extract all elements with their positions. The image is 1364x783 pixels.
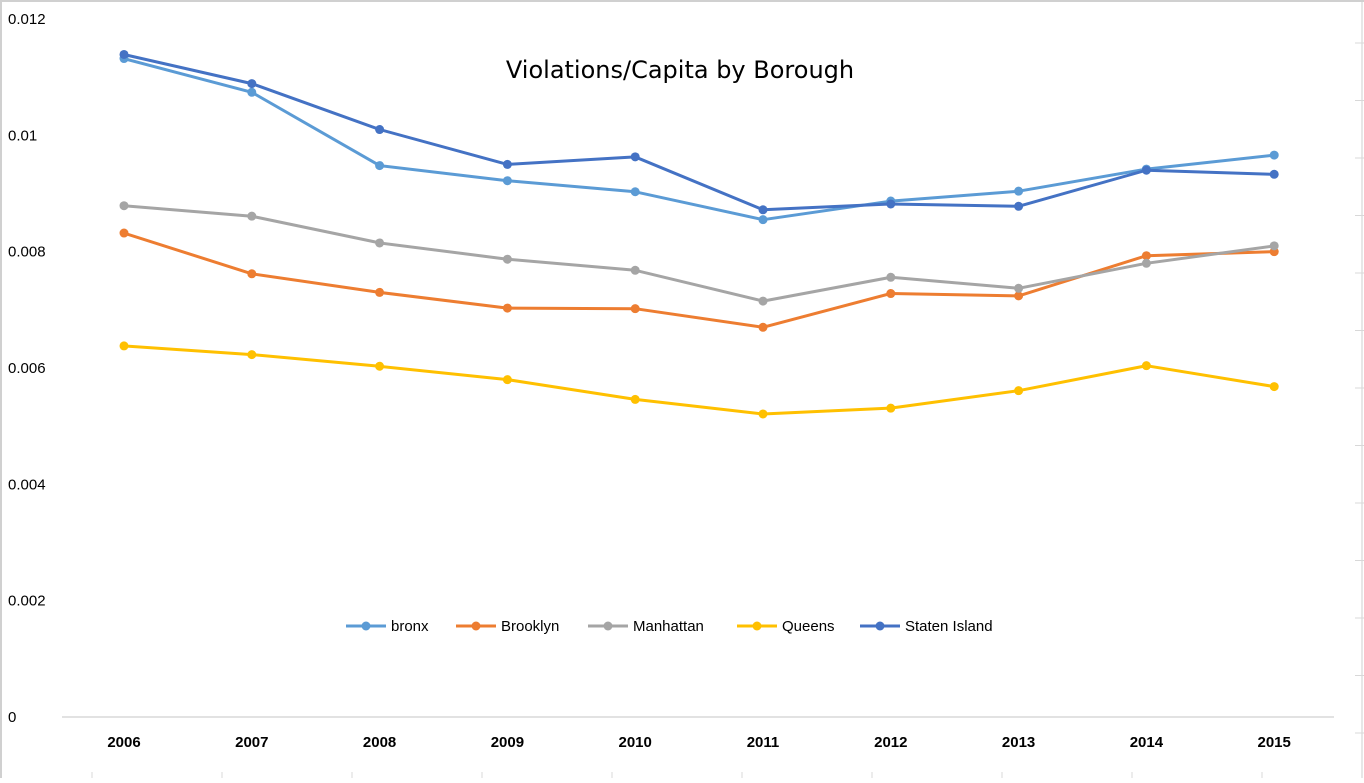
data-point (375, 238, 385, 248)
data-point (886, 199, 896, 209)
data-point (119, 201, 129, 211)
y-tick-label: 0 (8, 709, 16, 726)
data-point (630, 394, 640, 404)
data-point (758, 322, 768, 332)
x-tick-label: 2007 (235, 734, 268, 751)
data-point (247, 87, 257, 97)
series-manhattan (119, 201, 1279, 306)
data-point (375, 161, 385, 171)
data-point (375, 361, 385, 371)
legend-item: Queens (737, 618, 835, 635)
chart-title: Violations/Capita by Borough (506, 56, 854, 84)
x-tick-label: 2013 (1002, 734, 1035, 751)
data-point (886, 289, 896, 299)
series-line (122, 57, 1276, 222)
data-point (758, 409, 768, 419)
legend-item: Manhattan (588, 618, 704, 635)
data-point (758, 215, 768, 225)
data-point (502, 176, 512, 186)
data-point (886, 403, 896, 413)
data-point (1014, 283, 1024, 293)
data-point (1141, 165, 1151, 175)
data-point (375, 125, 385, 135)
legend-label: Queens (782, 618, 835, 635)
series-staten-island (119, 49, 1279, 215)
series-line (122, 231, 1276, 329)
series-line (122, 204, 1276, 303)
x-tick-label: 2006 (107, 734, 140, 751)
data-point (630, 187, 640, 197)
legend-item: bronx (346, 618, 429, 635)
legend-swatch-marker (875, 621, 885, 631)
series-layer (119, 49, 1279, 419)
data-point (502, 159, 512, 169)
legend-label: Staten Island (905, 618, 993, 635)
data-point (247, 211, 257, 221)
legend-swatch-marker (603, 621, 613, 631)
data-point (247, 269, 257, 279)
data-point (1014, 291, 1024, 301)
data-point (1269, 169, 1279, 179)
y-tick-label: 0.002 (8, 593, 46, 610)
data-point (119, 228, 129, 238)
data-point (1141, 361, 1151, 371)
legend-swatch-marker (752, 621, 762, 631)
data-point (1269, 241, 1279, 251)
legend-label: Brooklyn (501, 618, 559, 635)
x-tick-label: 2015 (1258, 734, 1291, 751)
legend-swatch-marker (471, 621, 481, 631)
x-tick-label: 2009 (491, 734, 524, 751)
data-point (119, 49, 129, 59)
series-queens (119, 341, 1279, 419)
data-point (502, 254, 512, 264)
x-tick-label: 2010 (619, 734, 652, 751)
legend-label: bronx (391, 618, 429, 635)
y-tick-label: 0.004 (8, 476, 46, 493)
data-point (1014, 186, 1024, 196)
data-point (502, 303, 512, 313)
data-point (886, 272, 896, 282)
series-line (122, 53, 1276, 212)
data-point (630, 265, 640, 275)
legend-item: Brooklyn (456, 618, 559, 635)
legend: bronx Brooklyn Manhattan Queens Staten Islan… (346, 618, 993, 635)
data-point (758, 205, 768, 215)
x-tick-label: 2011 (747, 734, 780, 751)
data-point (1269, 382, 1279, 392)
data-point (119, 341, 129, 351)
y-tick-label: 0.008 (8, 244, 46, 261)
data-point (630, 304, 640, 314)
series-brooklyn (119, 228, 1279, 332)
data-point (1014, 386, 1024, 396)
data-point (502, 375, 512, 385)
data-point (247, 79, 257, 89)
data-point (1141, 251, 1151, 261)
data-point (630, 152, 640, 162)
y-tick-label: 0.01 (8, 127, 37, 144)
y-tick-label: 0.006 (8, 360, 46, 377)
legend-item: Staten Island (860, 618, 993, 635)
series-line (122, 344, 1276, 416)
data-point (1141, 258, 1151, 268)
chart-axes: 0 0.002 0.004 0.006 0.008 0.01 0.012 2006 2007 20… (8, 11, 1334, 751)
x-tick-label: 2012 (874, 734, 907, 751)
x-tick-label: 2008 (363, 734, 396, 751)
legend-label: Manhattan (633, 618, 704, 635)
data-point (247, 350, 257, 360)
data-point (1014, 201, 1024, 211)
x-tick-label: 2014 (1130, 734, 1164, 751)
y-tick-label: 0.012 (8, 11, 46, 28)
data-point (1269, 150, 1279, 160)
data-point (375, 287, 385, 297)
legend-swatch-marker (361, 621, 371, 631)
data-point (758, 296, 768, 306)
